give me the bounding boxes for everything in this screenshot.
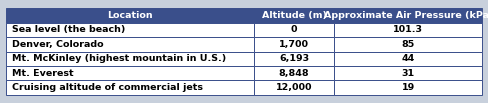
Bar [334,8,482,23]
Text: 101.3: 101.3 [393,25,423,34]
Text: Sea level (the beach): Sea level (the beach) [12,25,125,34]
Text: Altitude (m): Altitude (m) [262,11,326,20]
Bar [6,37,254,52]
Text: Mt. McKinley (highest mountain in U.S.): Mt. McKinley (highest mountain in U.S.) [12,54,226,63]
Text: 6,193: 6,193 [279,54,309,63]
Bar [334,66,482,80]
Bar [6,52,254,66]
Text: 19: 19 [402,83,415,92]
Bar [254,37,334,52]
Bar [334,80,482,95]
Text: Mt. Everest: Mt. Everest [12,69,73,78]
Text: 1,700: 1,700 [279,40,309,49]
Text: Denver, Colorado: Denver, Colorado [12,40,103,49]
Bar [6,23,254,37]
Bar [254,80,334,95]
Bar [334,52,482,66]
Text: 12,000: 12,000 [276,83,312,92]
Text: Approximate Air Pressure (kPa): Approximate Air Pressure (kPa) [324,11,488,20]
Bar [254,23,334,37]
Text: 44: 44 [402,54,415,63]
Bar [6,66,254,80]
Bar [254,8,334,23]
Text: Location: Location [107,11,153,20]
Text: 85: 85 [402,40,415,49]
Bar [334,23,482,37]
Bar [6,8,254,23]
Text: Cruising altitude of commercial jets: Cruising altitude of commercial jets [12,83,203,92]
Bar [334,37,482,52]
Text: 31: 31 [402,69,415,78]
Bar [254,66,334,80]
Text: 0: 0 [291,25,297,34]
Bar [6,80,254,95]
Bar [254,52,334,66]
Text: 8,848: 8,848 [279,69,309,78]
